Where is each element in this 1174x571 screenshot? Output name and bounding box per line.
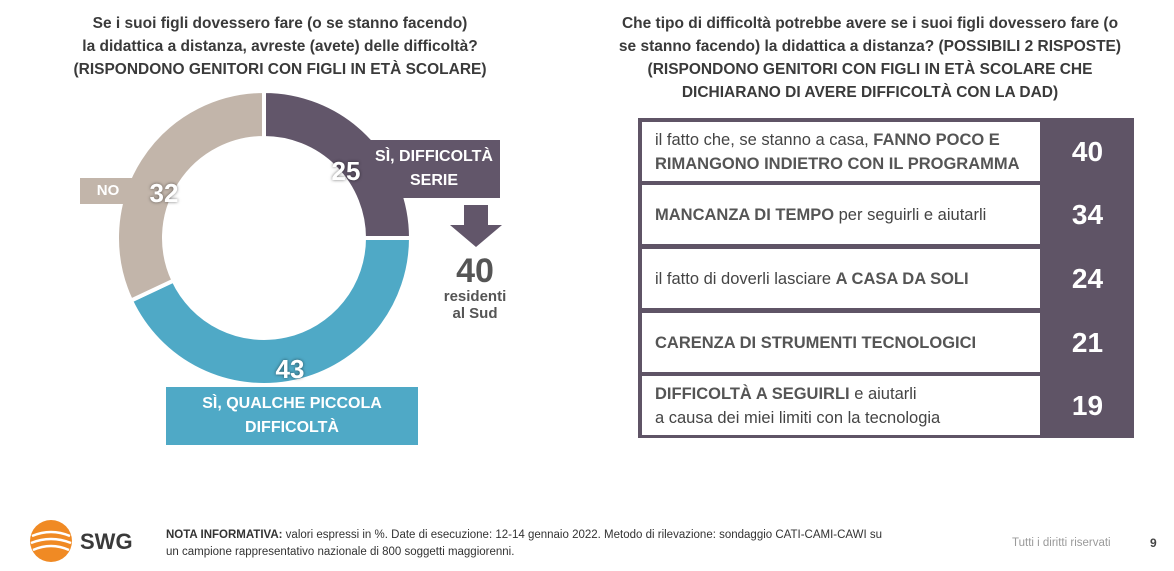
row-text-bold: MANCANZA DI TEMPO: [655, 205, 835, 224]
row-text: MANCANZA DI TEMPO per seguirli e aiutarl…: [642, 185, 1040, 244]
left-title-line: Se i suoi figli dovessero fare (o se sta…: [92, 15, 468, 32]
down-arrow-icon: [450, 205, 502, 247]
row-value: 34: [1071, 198, 1104, 230]
table-row: DIFFICOLTÀ A SEGUIRLI e aiutarli a causa…: [642, 376, 1130, 435]
table-row: il fatto che, se stanno a casa, FANNO PO…: [642, 122, 1130, 181]
note-line: valori espressi in %. Date di esecuzione…: [282, 529, 883, 541]
table-row: CARENZA DI STRUMENTI TECNOLOGICI 21: [642, 313, 1130, 372]
row-text: CARENZA DI STRUMENTI TECNOLOGICI: [642, 313, 1040, 372]
right-chart-title: Che tipo di difficoltà potrebbe avere se…: [600, 12, 1140, 104]
south-callout-text: residenti al Sud: [430, 288, 520, 322]
footer-note: NOTA INFORMATIVA: valori espressi in %. …: [166, 527, 926, 561]
row-text-normal: e aiutarli: [849, 384, 917, 403]
page-number: 9: [1150, 536, 1157, 550]
note-bold: NOTA INFORMATIVA:: [166, 529, 283, 541]
row-text-bold: RIMANGONO INDIETRO CON IL PROGRAMMA: [655, 154, 1020, 173]
label-no-text: NO: [96, 182, 120, 199]
south-callout-line: al Sud: [452, 305, 498, 322]
row-text: DIFFICOLTÀ A SEGUIRLI e aiutarli a causa…: [642, 376, 1040, 435]
row-text-normal: a causa dei miei limiti con la tecnologi…: [655, 408, 941, 427]
right-title-line: DICHIARANO DI AVERE DIFFICOLTÀ CON LA DA…: [681, 84, 1059, 101]
value-label-piccola: 43: [276, 354, 305, 384]
value-label-no: 32: [150, 178, 179, 208]
table-row: il fatto di doverli lasciare A CASA DA S…: [642, 249, 1130, 308]
table-row: MANCANZA DI TEMPO per seguirli e aiutarl…: [642, 185, 1130, 244]
slice-piccola: [128, 236, 414, 387]
label-serie-line: SERIE: [409, 172, 458, 189]
row-text-normal: per seguirli e aiutarli: [834, 205, 987, 224]
label-piccola-line: DIFFICOLTÀ: [245, 419, 339, 436]
value-label-serie: 25: [332, 156, 361, 186]
label-piccola-line: SÌ, QUALCHE PICCOLA: [202, 395, 382, 412]
label-serie-line: SÌ, DIFFICOLTÀ: [375, 148, 493, 165]
row-text-normal: il fatto che, se stanno a casa,: [655, 130, 874, 149]
row-text-bold: A CASA DA SOLI: [835, 269, 969, 288]
difficulty-table: il fatto che, se stanno a casa, FANNO PO…: [638, 118, 1134, 438]
rights-text: Tutti i diritti riservati: [1012, 537, 1111, 549]
row-text: il fatto di doverli lasciare A CASA DA S…: [642, 249, 1040, 308]
brand-name: SWG: [80, 529, 133, 554]
right-title-line: se stanno facendo) la didattica a distan…: [618, 38, 1122, 55]
row-value: 21: [1071, 326, 1104, 358]
row-value: 24: [1071, 262, 1104, 294]
legend-piccola-label: SÌ, QUALCHE PICCOLA DIFFICOLTÀ: [166, 387, 418, 445]
slice-no: [115, 90, 266, 304]
row-text-normal: il fatto di doverli lasciare: [655, 269, 836, 288]
right-title-line: (RISPONDONO GENITORI CON FIGLI IN ETÀ SC…: [647, 61, 1093, 78]
row-text: il fatto che, se stanno a casa, FANNO PO…: [642, 122, 1040, 181]
legend-no-label: NO: [80, 178, 136, 204]
row-value: 40: [1071, 135, 1104, 167]
row-value: 19: [1071, 389, 1104, 421]
left-title-line: (RISPONDONO GENITORI CON FIGLI IN ETÀ SC…: [73, 61, 487, 78]
row-text-bold: CARENZA DI STRUMENTI TECNOLOGICI: [655, 333, 977, 352]
left-chart-title: Se i suoi figli dovessero fare (o se sta…: [40, 12, 520, 81]
south-callout-value: 40: [456, 252, 494, 290]
left-title-line: la didattica a distanza, avreste (avete)…: [82, 38, 478, 55]
row-text-bold: DIFFICOLTÀ A SEGUIRLI: [655, 384, 850, 403]
south-callout-line: residenti: [443, 288, 507, 305]
row-text-bold: FANNO POCO E: [873, 130, 1000, 149]
right-title-line: Che tipo di difficoltà potrebbe avere se…: [621, 15, 1119, 32]
legend-serie-label: SÌ, DIFFICOLTÀ SERIE: [368, 140, 500, 198]
donut-chart: 25 43 32: [115, 90, 414, 387]
note-line: un campione rappresentativo nazionale di…: [166, 546, 515, 558]
swg-logo-icon: [30, 520, 72, 562]
